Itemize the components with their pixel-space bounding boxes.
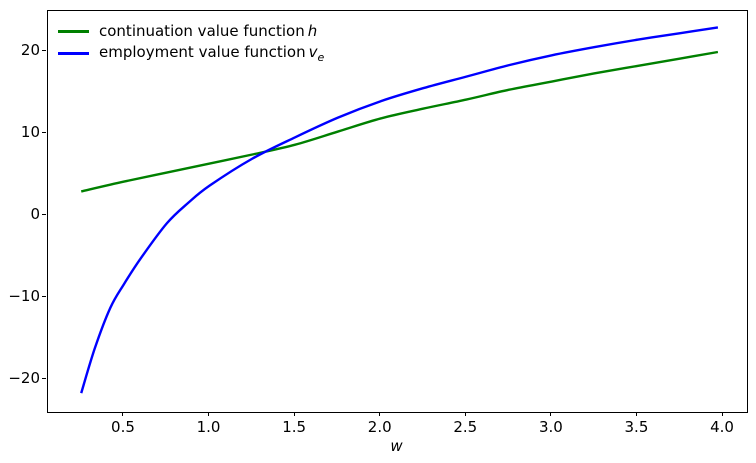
y-tick-label: 20 bbox=[20, 41, 40, 60]
x-tick-mark bbox=[122, 412, 124, 416]
x-tick-mark bbox=[550, 412, 552, 416]
x-tick-mark bbox=[464, 412, 466, 416]
y-tick-mark bbox=[42, 49, 46, 51]
x-tick-label: 1.5 bbox=[282, 418, 307, 436]
x-tick-label: 2.5 bbox=[453, 418, 478, 436]
x-tick-mark bbox=[721, 412, 723, 416]
curves-svg bbox=[80, 26, 719, 394]
x-tick-mark bbox=[208, 412, 210, 416]
x-tick-label: 3.0 bbox=[538, 418, 563, 436]
x-tick-label: 4.0 bbox=[710, 418, 734, 436]
y-tick-mark bbox=[42, 213, 46, 215]
legend-label-continuation: continuation value function h bbox=[99, 22, 318, 40]
curve-continuation-value bbox=[80, 50, 719, 193]
legend-line-employment-icon bbox=[58, 51, 89, 55]
x-axis-label: w bbox=[390, 437, 403, 455]
x-tick-mark bbox=[635, 412, 637, 416]
y-tick-label: −10 bbox=[8, 287, 40, 306]
curve-employment-value bbox=[80, 26, 719, 394]
legend-item-continuation-value: continuation value function h bbox=[58, 20, 324, 42]
legend-line-continuation-icon bbox=[58, 29, 89, 33]
x-tick-mark bbox=[379, 412, 381, 416]
y-tick-label: 0 bbox=[30, 205, 40, 224]
y-tick-mark bbox=[42, 295, 46, 297]
y-tick-label: 10 bbox=[20, 123, 40, 142]
x-tick-label: 2.0 bbox=[367, 418, 392, 436]
plot-area: continuation value function h employment… bbox=[47, 10, 748, 413]
x-tick-label: 3.5 bbox=[624, 418, 649, 436]
y-tick-mark bbox=[42, 131, 46, 133]
x-tick-label: 1.0 bbox=[196, 418, 221, 436]
x-tick-mark bbox=[293, 412, 295, 416]
legend-label-employment: employment value function ve bbox=[99, 42, 325, 64]
y-tick-label: −20 bbox=[8, 369, 40, 388]
legend: continuation value function h employment… bbox=[58, 20, 324, 64]
y-tick-mark bbox=[42, 377, 46, 379]
x-tick-label: 0.5 bbox=[111, 418, 135, 436]
legend-item-employment-value: employment value function ve bbox=[58, 42, 324, 64]
